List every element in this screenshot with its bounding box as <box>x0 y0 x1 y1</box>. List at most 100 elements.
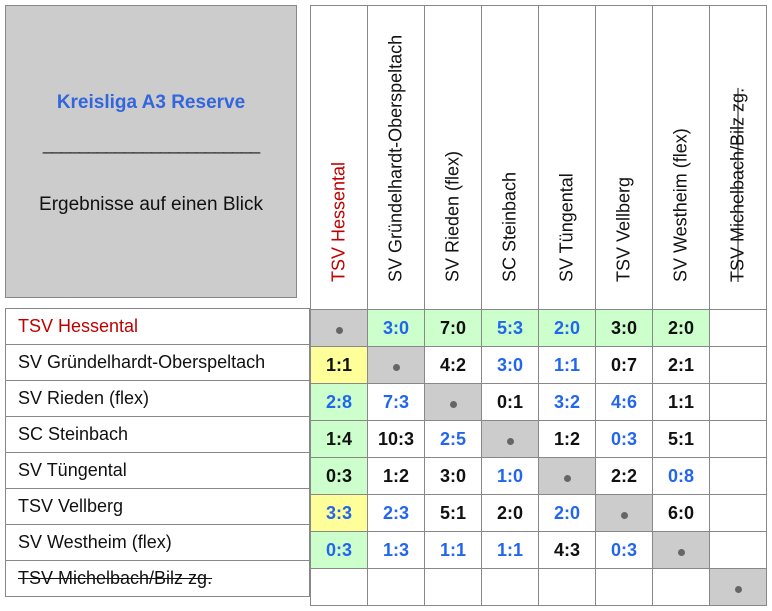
result-cell: 2:5 <box>424 420 482 458</box>
league-title: Kreisliga A3 Reserve <box>56 92 246 113</box>
self-match-cell <box>310 309 368 347</box>
self-match-cell <box>709 568 767 606</box>
result-cell: 0:3 <box>595 531 653 569</box>
result-cell: 5:1 <box>424 494 482 532</box>
result-cell: 1:1 <box>310 346 368 384</box>
dot-icon <box>335 326 343 334</box>
dot-icon <box>620 511 628 519</box>
result-cell: 2:3 <box>367 494 425 532</box>
result-cell <box>709 531 767 569</box>
result-cell: 1:0 <box>481 457 539 495</box>
self-match-cell <box>538 457 596 495</box>
column-header-label: SC Steinbach <box>499 171 520 282</box>
result-cell: 2:0 <box>538 309 596 347</box>
dot-icon <box>677 548 685 556</box>
team-row: SV Rieden (flex) <box>5 380 310 417</box>
column-header: SC Steinbach <box>481 5 539 310</box>
column-header-label: SV Rieden (flex) <box>442 150 463 282</box>
result-cell <box>538 568 596 606</box>
result-cell: 0:8 <box>652 457 710 495</box>
result-cell: 2:1 <box>652 346 710 384</box>
result-cell <box>709 457 767 495</box>
results-row: 3:0 7:0 5:3 2:0 3:0 2:0 <box>310 309 767 347</box>
result-cell <box>709 383 767 421</box>
results-row: 2:8 7:3 0:1 3:2 4:6 1:1 <box>310 383 767 421</box>
result-cell <box>709 346 767 384</box>
result-cell: 0:7 <box>595 346 653 384</box>
results-row <box>310 568 767 606</box>
result-cell: 1:2 <box>538 420 596 458</box>
team-header-row: TSV Hessental SV Gründelhardt-Oberspeltac… <box>310 5 767 310</box>
row-team-name: SV Tüngental <box>5 452 310 489</box>
column-header: SV Tüngental <box>538 5 596 310</box>
result-cell: 0:3 <box>310 457 368 495</box>
result-cell: 2:2 <box>595 457 653 495</box>
result-cell: 3:2 <box>538 383 596 421</box>
result-cell <box>481 568 539 606</box>
team-row: TSV Vellberg <box>5 488 310 525</box>
row-team-name: TSV Vellberg <box>5 488 310 525</box>
result-cell: 3:0 <box>481 346 539 384</box>
column-header-label: SV Tüngental <box>556 173 577 282</box>
result-cell <box>424 568 482 606</box>
self-match-cell <box>424 383 482 421</box>
column-header: TSV Hessental <box>310 5 368 310</box>
results-body: 3:0 7:0 5:3 2:0 3:0 2:0 1:1 4:2 3:0 1:1 0:7 2:1 2:8 7… <box>310 309 767 606</box>
result-cell: 10:3 <box>367 420 425 458</box>
column-header: TSV Michelbach/Bilz zg. <box>709 5 767 310</box>
team-row: SV Westheim (flex) <box>5 524 310 561</box>
results-row: 0:3 1:2 3:0 1:0 2:2 0:8 <box>310 457 767 495</box>
dot-icon <box>734 585 742 593</box>
result-cell <box>310 568 368 606</box>
result-cell: 2:0 <box>481 494 539 532</box>
results-row: 1:4 10:3 2:5 1:2 0:3 5:1 <box>310 420 767 458</box>
results-row: 0:3 1:3 1:1 1:1 4:3 0:3 <box>310 531 767 569</box>
column-header-label: TSV Vellberg <box>613 176 634 282</box>
result-cell: 3:0 <box>424 457 482 495</box>
team-row: SV Gründelhardt-Oberspeltach <box>5 344 310 381</box>
result-cell: 4:6 <box>595 383 653 421</box>
column-header-label: TSV Michelbach/Bilz zg. <box>727 87 748 282</box>
team-row: SC Steinbach <box>5 416 310 453</box>
result-cell: 5:3 <box>481 309 539 347</box>
column-header: SV Gründelhardt-Oberspeltach <box>367 5 425 310</box>
dot-icon <box>506 437 514 445</box>
result-cell: 1:1 <box>481 531 539 569</box>
result-cell: 3:0 <box>367 309 425 347</box>
team-row: TSV Michelbach/Bilz zg. <box>5 560 310 597</box>
row-team-name: SV Gründelhardt-Oberspeltach <box>5 344 310 381</box>
self-match-cell <box>481 420 539 458</box>
result-cell: 0:3 <box>595 420 653 458</box>
result-cell <box>709 420 767 458</box>
result-cell: 0:1 <box>481 383 539 421</box>
row-team-name: TSV Michelbach/Bilz zg. <box>5 560 310 597</box>
results-row: 1:1 4:2 3:0 1:1 0:7 2:1 <box>310 346 767 384</box>
result-cell: 2:0 <box>538 494 596 532</box>
result-cell: 1:2 <box>367 457 425 495</box>
self-match-cell <box>652 531 710 569</box>
row-team-name: SV Westheim (flex) <box>5 524 310 561</box>
result-cell: 7:3 <box>367 383 425 421</box>
row-team-name: TSV Hessental <box>5 308 310 345</box>
row-team-name: SC Steinbach <box>5 416 310 453</box>
result-cell <box>367 568 425 606</box>
column-header-label: SV Gründelhardt-Oberspeltach <box>385 34 406 282</box>
result-cell <box>709 494 767 532</box>
column-header: TSV Vellberg <box>595 5 653 310</box>
column-header: SV Westheim (flex) <box>652 5 710 310</box>
team-row: SV Tüngental <box>5 452 310 489</box>
league-subtitle: Ergebnisse auf einen Blick <box>39 194 263 215</box>
team-names-column: TSV Hessental SV Gründelhardt-Oberspeltac… <box>5 308 310 597</box>
self-match-cell <box>595 494 653 532</box>
self-match-cell <box>367 346 425 384</box>
result-cell: 1:3 <box>367 531 425 569</box>
result-cell: 6:0 <box>652 494 710 532</box>
result-cell: 1:1 <box>424 531 482 569</box>
result-cell: 0:3 <box>310 531 368 569</box>
results-row: 3:3 2:3 5:1 2:0 2:0 6:0 <box>310 494 767 532</box>
title-divider: ________________________ <box>42 134 260 154</box>
column-header-label: SV Westheim (flex) <box>670 128 691 282</box>
title-box: Kreisliga A3 Reserve ___________________… <box>5 5 297 298</box>
column-header: SV Rieden (flex) <box>424 5 482 310</box>
result-cell: 7:0 <box>424 309 482 347</box>
